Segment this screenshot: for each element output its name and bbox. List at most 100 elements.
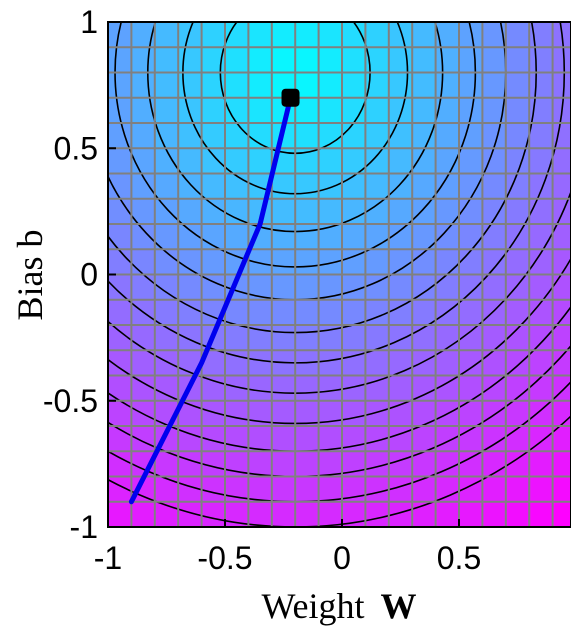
surface-cell — [178, 426, 203, 452]
surface-cell — [459, 426, 483, 452]
surface-cell — [295, 375, 320, 402]
surface-cell — [318, 123, 343, 149]
surface-cell — [482, 274, 507, 301]
surface-cell — [529, 350, 554, 377]
surface-cell — [365, 501, 390, 527]
surface-cell — [435, 350, 460, 377]
surface-cell — [482, 501, 507, 527]
surface-cell — [552, 148, 571, 175]
surface-cell — [388, 198, 413, 225]
surface-cell — [459, 148, 483, 175]
surface-cell — [412, 173, 437, 200]
surface-cell — [412, 72, 437, 99]
surface-cell — [552, 249, 571, 276]
surface-cell — [318, 249, 343, 276]
surface-cell — [435, 224, 460, 250]
surface-cell — [108, 72, 132, 99]
surface-cell — [178, 97, 203, 124]
surface-cell — [201, 375, 226, 402]
surface-cell — [459, 72, 483, 99]
surface-cell — [154, 350, 179, 377]
surface-cell — [365, 97, 390, 124]
surface-cell — [271, 274, 296, 301]
surface-cell — [154, 325, 179, 351]
surface-cell — [459, 375, 483, 402]
surface-cell — [131, 224, 156, 250]
surface-cell — [201, 173, 226, 200]
surface-cell — [248, 476, 273, 503]
surface-cell — [225, 400, 249, 427]
surface-cell — [388, 451, 413, 478]
surface-cell — [131, 249, 156, 276]
surface-cell — [225, 325, 249, 351]
surface-cell — [295, 501, 320, 527]
surface-cell — [412, 325, 437, 351]
surface-cell — [482, 476, 507, 503]
surface-cell — [459, 501, 483, 527]
surface-cell — [225, 173, 249, 200]
surface-cell — [154, 476, 179, 503]
surface-cell — [154, 97, 179, 124]
surface-cell — [529, 173, 554, 200]
surface-cell — [178, 451, 203, 478]
surface-cell — [482, 224, 507, 250]
surface-cell — [318, 47, 343, 74]
surface-cell — [108, 274, 132, 301]
surface-cell — [225, 224, 249, 250]
surface-cell — [271, 198, 296, 225]
surface-cell — [248, 299, 273, 326]
surface-cell — [529, 47, 554, 74]
y-axis-ticks: 1 0.5 0 -0.5 -1 — [43, 4, 116, 545]
surface-cell — [178, 47, 203, 74]
surface-cell — [505, 501, 530, 527]
surface-cell — [552, 501, 571, 527]
surface-cell — [388, 72, 413, 99]
surface-cell — [482, 72, 507, 99]
surface-cell — [342, 224, 366, 250]
surface-cell — [435, 476, 460, 503]
surface-cell — [271, 173, 296, 200]
error-surface — [108, 22, 571, 527]
x-tick-label: 0 — [333, 540, 351, 576]
surface-cell — [505, 198, 530, 225]
surface-cell — [271, 375, 296, 402]
surface-cell — [295, 325, 320, 351]
surface-cell — [248, 501, 273, 527]
surface-cell — [529, 224, 554, 250]
surface-cell — [529, 198, 554, 225]
surface-cell — [459, 224, 483, 250]
surface-cell — [365, 325, 390, 351]
surface-cell — [108, 299, 132, 326]
surface-cell — [178, 249, 203, 276]
surface-cell — [529, 148, 554, 175]
surface-cell — [435, 501, 460, 527]
surface-cell — [271, 325, 296, 351]
surface-cell — [295, 451, 320, 478]
surface-cell — [365, 22, 390, 48]
surface-cell — [248, 249, 273, 276]
surface-cell — [552, 325, 571, 351]
surface-cell — [388, 173, 413, 200]
surface-cell — [108, 375, 132, 402]
surface-cell — [318, 72, 343, 99]
surface-cell — [412, 476, 437, 503]
surface-cell — [388, 148, 413, 175]
surface-cell — [412, 224, 437, 250]
surface-cell — [131, 426, 156, 452]
surface-cell — [505, 22, 530, 48]
surface-cell — [552, 451, 571, 478]
surface-cell — [154, 173, 179, 200]
surface-cell — [365, 350, 390, 377]
y-tick-label: -1 — [70, 509, 98, 545]
surface-cell — [295, 476, 320, 503]
surface-cell — [248, 451, 273, 478]
surface-cell — [248, 97, 273, 124]
surface-cell — [131, 123, 156, 149]
surface-cell — [342, 400, 366, 427]
surface-cell — [412, 47, 437, 74]
surface-cell — [318, 299, 343, 326]
surface-cell — [342, 325, 366, 351]
surface-cell — [131, 47, 156, 74]
surface-cell — [318, 97, 343, 124]
